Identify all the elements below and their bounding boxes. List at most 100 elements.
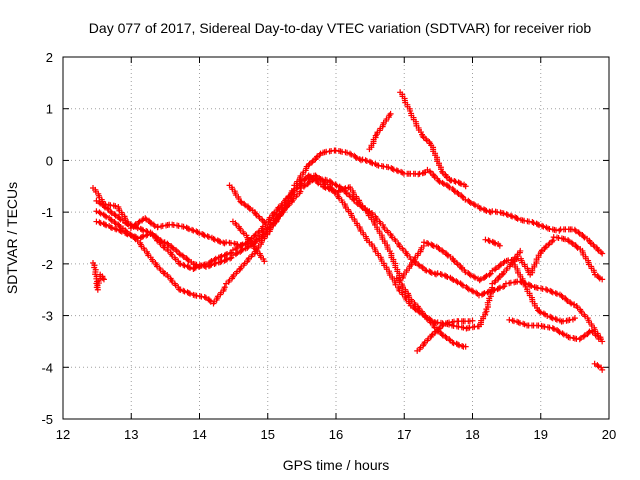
data-point — [229, 247, 236, 254]
data-point — [458, 281, 465, 288]
y-tick-label: 0 — [46, 153, 53, 168]
data-point — [587, 239, 594, 246]
y-tick-label: 1 — [46, 102, 53, 117]
data-point — [179, 252, 186, 259]
data-point — [446, 184, 453, 191]
data-point — [473, 289, 480, 296]
data-point — [332, 181, 339, 188]
data-point — [549, 289, 556, 296]
data-point — [569, 241, 576, 248]
data-point — [347, 150, 353, 157]
data-point — [224, 256, 231, 263]
data-point — [466, 198, 473, 205]
data-point — [490, 287, 497, 294]
data-point — [443, 335, 450, 341]
data-point — [425, 240, 432, 247]
data-point — [446, 336, 453, 343]
data-point — [496, 262, 503, 269]
data-point — [97, 220, 104, 227]
data-point — [169, 244, 176, 251]
data-point — [224, 251, 231, 258]
data-point — [300, 183, 307, 190]
data-point — [100, 276, 107, 283]
data-point — [551, 325, 558, 332]
data-point — [481, 290, 488, 297]
data-point — [192, 264, 199, 271]
data-point — [211, 256, 218, 263]
data-point — [246, 206, 253, 213]
data-point — [428, 269, 435, 276]
data-point — [344, 149, 351, 156]
data-point — [310, 176, 317, 183]
data-point — [201, 294, 208, 301]
data-point — [352, 153, 359, 160]
data-point — [131, 235, 138, 241]
data-point — [599, 250, 606, 257]
data-point — [207, 259, 214, 266]
data-point — [252, 210, 259, 217]
data-point — [205, 233, 212, 240]
data-point — [385, 164, 392, 171]
data-point — [468, 287, 475, 294]
data-point — [180, 287, 187, 294]
data-point — [185, 257, 192, 264]
data-point — [428, 332, 435, 339]
data-point — [143, 232, 150, 239]
data-point — [184, 256, 191, 263]
data-point — [421, 239, 428, 246]
series-trace-1 — [90, 147, 606, 257]
data-point — [489, 267, 496, 274]
data-point — [184, 225, 191, 232]
data-point — [594, 362, 601, 369]
data-point — [450, 340, 457, 347]
data-point — [493, 265, 500, 272]
data-point — [252, 238, 259, 245]
data-point — [566, 238, 573, 245]
data-point — [138, 233, 145, 240]
data-point — [116, 215, 123, 222]
data-point — [462, 183, 469, 190]
data-point — [506, 316, 513, 323]
series-trace-15 — [90, 259, 107, 293]
data-point — [180, 261, 187, 268]
data-point — [111, 219, 118, 226]
y-tick-label: -2 — [41, 257, 53, 272]
data-point — [460, 282, 467, 289]
data-point — [181, 262, 188, 269]
data-point — [445, 183, 452, 190]
data-point — [536, 222, 543, 229]
data-point — [559, 294, 566, 301]
data-point — [164, 240, 171, 247]
data-point — [438, 271, 445, 278]
data-point — [395, 168, 402, 175]
data-point — [599, 366, 606, 373]
data-point — [439, 179, 446, 186]
data-point — [195, 263, 202, 270]
data-point — [112, 212, 119, 219]
data-point — [197, 263, 204, 270]
y-tick-label: -5 — [41, 412, 53, 427]
data-point — [449, 275, 456, 282]
data-point — [170, 245, 177, 252]
data-point — [517, 320, 524, 327]
data-point — [464, 285, 471, 292]
data-point — [325, 185, 332, 192]
data-point — [341, 185, 348, 192]
data-point — [368, 159, 375, 166]
data-point — [99, 275, 106, 282]
y-tick-label: -3 — [41, 309, 53, 324]
data-point — [112, 225, 119, 232]
x-tick-label: 19 — [534, 427, 548, 442]
data-point — [455, 191, 462, 198]
data-point — [482, 273, 489, 280]
data-point — [480, 290, 487, 297]
data-point — [548, 288, 555, 295]
data-point — [369, 160, 376, 167]
data-point — [486, 238, 493, 245]
data-point — [185, 264, 192, 271]
data-point — [117, 224, 124, 231]
data-point — [449, 339, 456, 346]
data-point — [124, 220, 131, 227]
data-point — [96, 219, 103, 226]
data-point — [415, 261, 422, 268]
